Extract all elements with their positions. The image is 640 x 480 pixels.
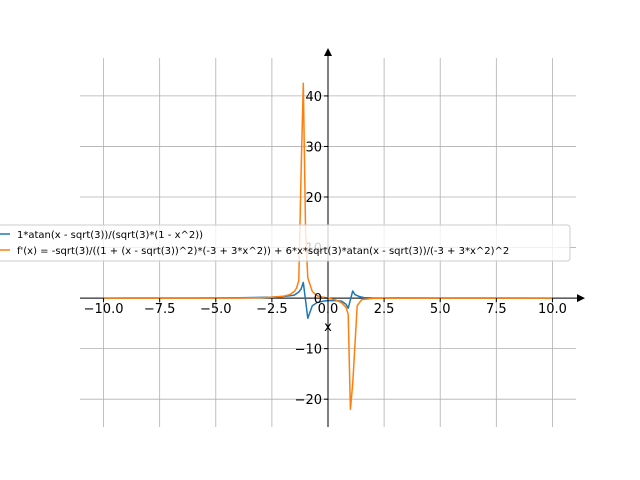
series-line-2 bbox=[103, 82, 553, 411]
y-tick-label-5: 30 bbox=[305, 140, 322, 155]
x-tick-label-0: −10.0 bbox=[84, 302, 124, 317]
series bbox=[103, 82, 553, 411]
legend-label-series-2: f'(x) = -sqrt(3)/((1 + (x - sqrt(3))^2)*… bbox=[17, 246, 509, 257]
x-tick-label-4: 0.0 bbox=[318, 302, 339, 317]
ticks: −10.0 −7.5 −5.0 −2.5 0.0 2.5 5.0 7.5 10.0 −20 −10 0… bbox=[84, 90, 567, 408]
y-tick-label-6: 40 bbox=[305, 90, 322, 105]
x-tick-label-5: 2.5 bbox=[374, 302, 395, 317]
x-axis-label: x bbox=[324, 320, 332, 335]
x-tick-label-8: 10.0 bbox=[538, 302, 567, 317]
y-tick-label-2: 0 bbox=[314, 292, 322, 307]
legend-box bbox=[0, 224, 571, 262]
x-tick-label-7: 7.5 bbox=[486, 302, 507, 317]
x-tick-label-2: −5.0 bbox=[200, 302, 232, 317]
y-axis-arrow bbox=[324, 48, 332, 56]
x-tick-label-3: −2.5 bbox=[256, 302, 288, 317]
x-tick-label-6: 5.0 bbox=[430, 302, 451, 317]
x-tick-label-1: −7.5 bbox=[144, 302, 176, 317]
legend-label-series-1: 1*atan(x - sqrt(3))/(sqrt(3)*(1 - x^2)) bbox=[17, 230, 203, 241]
y-tick-label-4: 20 bbox=[305, 191, 322, 206]
legend: 1*atan(x - sqrt(3))/(sqrt(3)*(1 - x^2)) … bbox=[0, 224, 571, 262]
y-tick-label-0: −20 bbox=[295, 393, 322, 408]
y-tick-label-1: −10 bbox=[295, 343, 322, 358]
x-axis-arrow bbox=[577, 294, 585, 303]
